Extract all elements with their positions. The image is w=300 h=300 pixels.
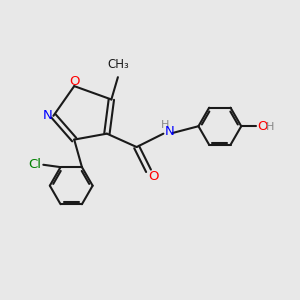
Text: Cl: Cl xyxy=(28,158,41,171)
Text: O: O xyxy=(148,170,159,183)
Text: N: N xyxy=(43,109,52,122)
Text: H: H xyxy=(160,120,169,130)
Text: N: N xyxy=(164,125,174,138)
Text: CH₃: CH₃ xyxy=(107,58,129,70)
Text: O: O xyxy=(258,120,268,133)
Text: H: H xyxy=(266,122,274,132)
Text: O: O xyxy=(69,74,80,88)
